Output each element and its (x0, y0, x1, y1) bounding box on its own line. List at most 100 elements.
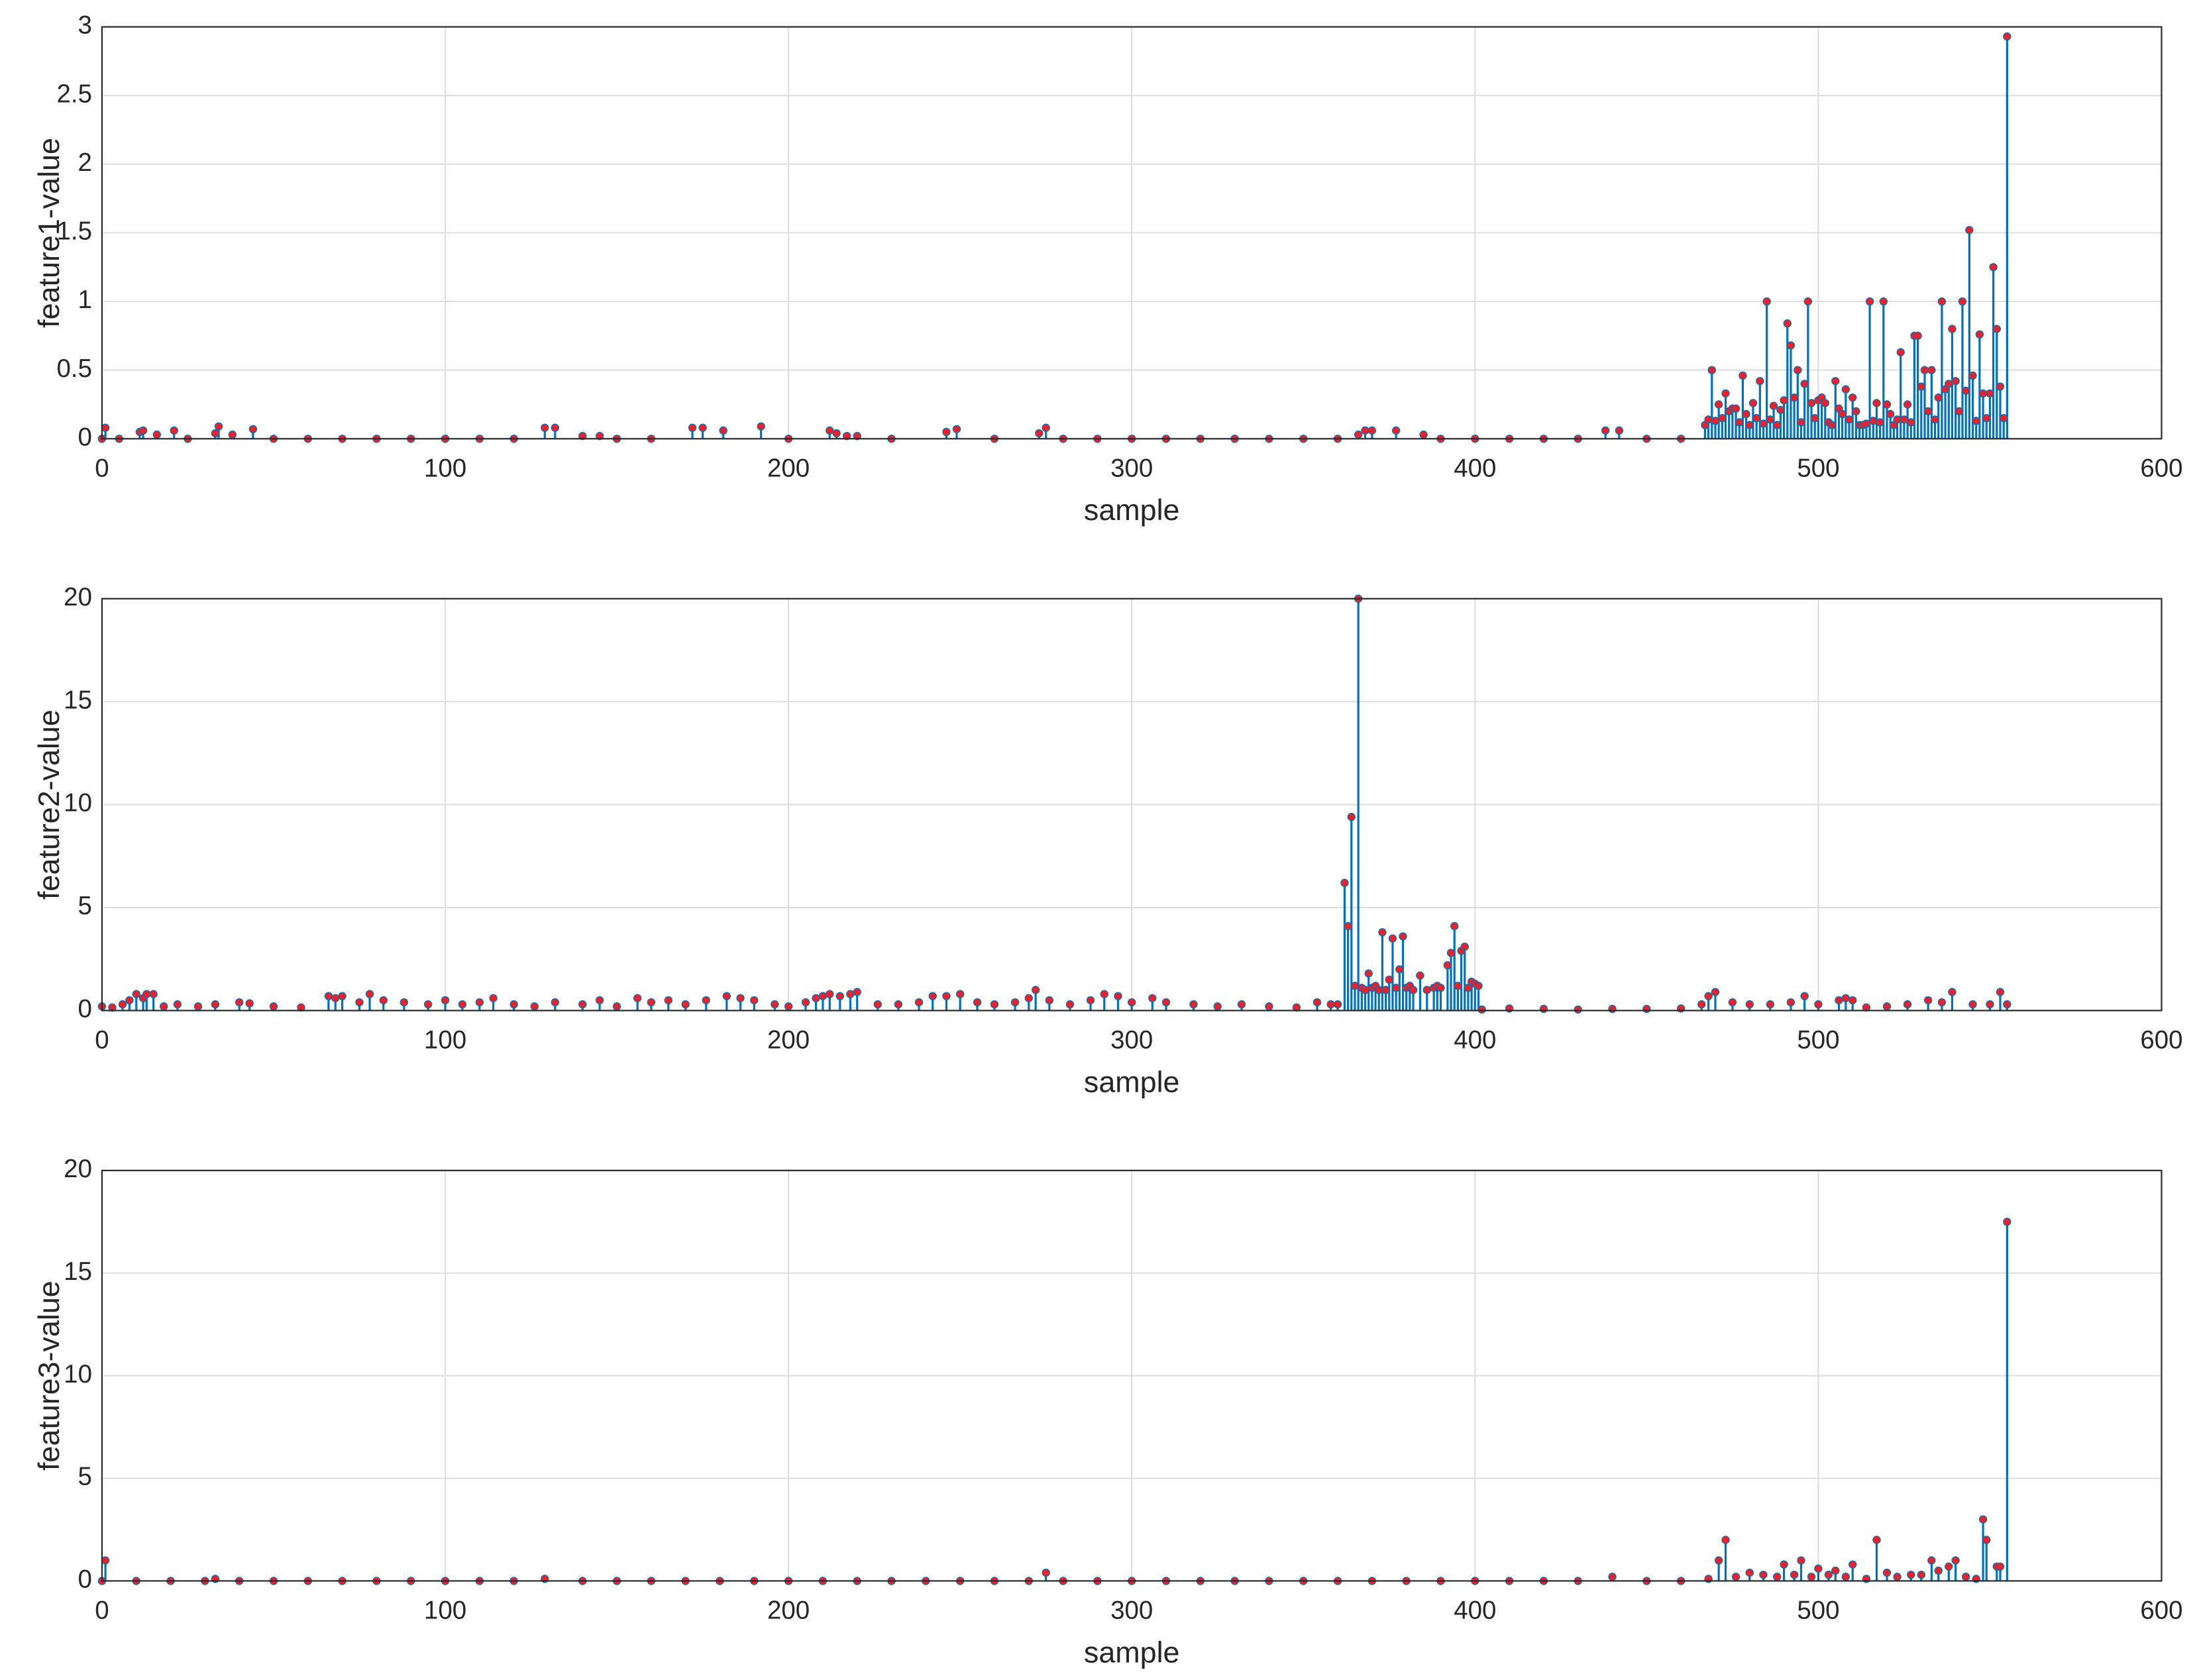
stem-marker (355, 998, 364, 1007)
stem-marker (1920, 366, 1929, 374)
stem-marker (1065, 1000, 1075, 1009)
stem-marker (812, 994, 820, 1002)
stem-marker (1917, 1570, 1926, 1579)
stem-marker (1344, 921, 1352, 931)
x-tick-label: 300 (1110, 1597, 1153, 1625)
stem-marker (2003, 1218, 2011, 1226)
stem-marker (1735, 418, 1744, 427)
y-tick-label: 0 (78, 1565, 92, 1594)
stem-marker (1893, 415, 1902, 424)
x-tick-label: 200 (767, 1597, 810, 1625)
stem-marker (1375, 986, 1383, 994)
stem-marker (1790, 393, 1799, 402)
stem-marker (647, 998, 656, 1007)
x-tick-label: 600 (2140, 1026, 2182, 1055)
stem-marker (1927, 1556, 1936, 1565)
stem-marker (1313, 998, 1322, 1007)
stem-marker (702, 996, 710, 1005)
stem-marker (1968, 1000, 1977, 1009)
stem-marker (269, 1002, 278, 1011)
stem-marker (489, 994, 498, 1002)
stem-marker (1961, 1573, 1970, 1581)
stem-marker (784, 1002, 793, 1011)
stem-marker (118, 1000, 127, 1009)
stem-marker (1975, 330, 1984, 339)
stem-marker (1385, 975, 1393, 984)
stem-marker (1189, 1000, 1198, 1009)
stem-marker (125, 996, 134, 1005)
stem-marker (1780, 1560, 1788, 1569)
stem-marker (159, 1002, 168, 1011)
stem-marker (1745, 1568, 1754, 1577)
x-tick-label: 0 (95, 454, 109, 482)
x-tick-label: 500 (1797, 454, 1839, 482)
stem-marker (152, 430, 162, 439)
stem-marker (1872, 399, 1881, 407)
stem-marker (818, 992, 828, 1000)
stem-marker (1759, 419, 1768, 428)
stem-marker (595, 431, 604, 441)
stem-marker (1992, 325, 2002, 333)
stem-marker (853, 988, 861, 996)
stem-marker (1446, 949, 1456, 957)
stem-marker (1086, 996, 1095, 1005)
x-tick-label: 400 (1454, 454, 1496, 482)
stem-marker (1422, 986, 1431, 994)
stem-marker (1869, 417, 1878, 425)
stem-marker (914, 998, 924, 1007)
stem-marker (942, 992, 951, 1000)
stem-marker (1443, 961, 1452, 970)
stem-marker (1045, 996, 1054, 1005)
stem-marker (214, 422, 223, 431)
stem-marker (1794, 366, 1802, 374)
stem-marker (1923, 996, 1933, 1005)
stem-marker (1766, 415, 1775, 424)
stem-marker (1999, 414, 2008, 423)
stem-marker (1986, 1000, 1994, 1009)
stem-marker (1807, 399, 1816, 407)
stem-marker (1010, 998, 1020, 1007)
x-tick-label: 0 (95, 1026, 109, 1055)
stem-marker (1601, 426, 1610, 435)
x-tick-label: 300 (1110, 1026, 1153, 1055)
stem-marker (1042, 423, 1050, 432)
stem-marker (1978, 389, 1988, 398)
stem-marker (509, 1000, 518, 1009)
y-tick-label: 1 (78, 286, 92, 314)
stem-marker (1951, 1556, 1960, 1565)
stem-marker (1996, 988, 2005, 996)
stem-marker (698, 423, 707, 432)
stem-marker (1948, 988, 1956, 996)
stem-marker (551, 423, 560, 432)
stem-marker (722, 992, 731, 1000)
stem-marker (1996, 1562, 2005, 1571)
y-tick-label: 15 (64, 686, 92, 714)
stem-marker (458, 1000, 467, 1009)
stem-marker (1574, 1005, 1582, 1014)
stem-marker (1972, 417, 1980, 425)
stem-marker (719, 426, 727, 435)
stem-marker (1814, 1564, 1823, 1573)
stem-marker (1989, 263, 1998, 272)
stem-marker (1608, 1573, 1617, 1581)
stem-marker (1436, 984, 1445, 992)
stem-marker (1745, 1000, 1754, 1009)
stem-marker (757, 422, 765, 431)
y-tick-label: 5 (78, 1463, 92, 1491)
stem-marker (750, 996, 759, 1005)
stem-marker (1814, 1000, 1823, 1009)
stem-marker (1464, 984, 1473, 992)
stem-marker (1388, 934, 1397, 943)
stem-marker (324, 992, 333, 1000)
stem-marker (1347, 813, 1356, 821)
stem-marker (1742, 409, 1750, 419)
stem-marker (423, 1000, 433, 1009)
stem-marker (1831, 1566, 1840, 1575)
y-tick-label: 2.5 (57, 79, 92, 108)
stem-marker (1035, 429, 1044, 438)
stem-marker (1982, 1536, 1991, 1544)
stem-marker (1213, 1002, 1222, 1011)
stem-marker (1951, 377, 1960, 386)
x-tick-label: 100 (424, 454, 466, 482)
